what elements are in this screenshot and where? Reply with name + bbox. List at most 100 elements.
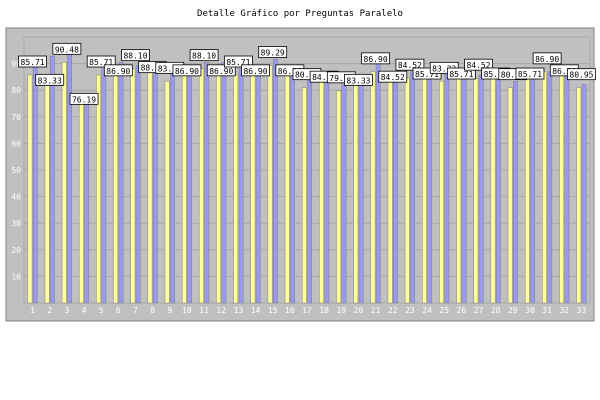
data-label-box — [86, 55, 116, 68]
bar-series-2-14 — [255, 71, 261, 304]
data-label-box — [464, 58, 493, 71]
data-label-box — [18, 55, 47, 68]
x-tick-label: 1 — [30, 306, 35, 315]
data-label-text: 79.76 — [329, 74, 353, 83]
data-label-text: 76.19 — [72, 95, 96, 104]
data-label: 84.52 — [378, 70, 408, 83]
bar-series-1-12 — [216, 71, 221, 304]
bar-series-1-23 — [404, 77, 410, 304]
bar-series-2-9 — [170, 71, 175, 304]
data-label-text: 88.10 — [123, 52, 147, 61]
x-tick-label: 13 — [234, 306, 244, 315]
data-label-text: 86.90 — [106, 67, 130, 76]
data-label-box — [446, 67, 476, 80]
x-tick-label: 33 — [577, 306, 587, 315]
bar-series-1-31 — [542, 71, 547, 304]
y-tick-label: 20 — [11, 246, 21, 255]
data-label-text: 90.48 — [55, 45, 79, 54]
x-tick-label: 2 — [47, 306, 52, 315]
data-label: 86.90 — [103, 64, 133, 77]
data-label-box — [532, 52, 562, 65]
bar-series-1-9 — [164, 81, 170, 304]
x-tick-label: 31 — [542, 306, 552, 315]
bar-series-1-1 — [27, 74, 33, 304]
y-tick-label: 50 — [11, 166, 21, 175]
data-label-text: 85.71 — [89, 58, 113, 67]
bar-series-2-22 — [393, 71, 398, 304]
bar-series-2-10 — [187, 65, 192, 304]
bar-series-2-33 — [581, 84, 587, 304]
data-label-box — [35, 73, 65, 86]
x-tick-label: 25 — [439, 306, 449, 315]
y-tick-label: 30 — [11, 219, 21, 228]
data-label-text: 86.90 — [209, 67, 233, 76]
data-label-box — [69, 92, 99, 105]
y-tick-label: 40 — [11, 193, 21, 202]
bar-series-1-3 — [61, 62, 67, 304]
data-label-text: 85.71 — [484, 70, 508, 79]
data-label-text: 84.52 — [466, 61, 490, 70]
data-label-box — [103, 64, 133, 77]
bar-series-2-21 — [375, 62, 381, 304]
data-label-text: 85.71 — [415, 70, 439, 79]
data-label-text: 85.71 — [449, 70, 473, 79]
data-label-text: 84.52 — [398, 61, 422, 70]
data-label-text: 86.90 — [175, 67, 199, 76]
data-label-text: 85.71 — [518, 70, 542, 79]
bar-series-2-18 — [324, 71, 330, 304]
x-tick-label: 22 — [388, 306, 398, 315]
bar-series-1-20 — [353, 81, 359, 304]
bar-series-1-5 — [96, 74, 101, 304]
data-label-box — [189, 49, 219, 62]
data-label-box — [223, 55, 253, 68]
data-label: 85.71 — [86, 55, 116, 68]
x-tick-label: 5 — [99, 306, 104, 315]
bar-series-1-22 — [387, 77, 393, 304]
bar-series-1-30 — [524, 74, 530, 304]
data-label-box — [361, 52, 391, 65]
data-label: 89.29 — [258, 46, 288, 58]
data-label: 83.33 — [35, 73, 65, 86]
data-label-text: 83.33 — [158, 64, 182, 73]
bar-series-1-8 — [147, 68, 153, 304]
bar-series-2-31 — [547, 71, 553, 304]
bar-series-2-13 — [238, 68, 244, 304]
bar-series-2-6 — [118, 62, 124, 304]
x-tick-label: 17 — [302, 306, 312, 315]
data-label: 85.71 — [515, 67, 545, 80]
data-label-text: 83.33 — [432, 64, 456, 73]
data-label-text: 83.33 — [38, 76, 62, 85]
data-label-text: 84.52 — [312, 73, 336, 82]
data-label: 85.71 — [18, 55, 47, 68]
x-tick-label: 32 — [559, 306, 569, 315]
x-tick-label: 15 — [268, 306, 278, 315]
data-label: 84.52 — [395, 58, 425, 71]
data-label: 83.33 — [344, 73, 373, 86]
data-label: 86.90 — [361, 52, 391, 65]
data-label: 85.71 — [223, 55, 253, 68]
x-tick-label: 3 — [64, 306, 69, 315]
bar-series-1-25 — [439, 81, 444, 304]
data-label-text: 88.10 — [141, 64, 165, 73]
data-label-box — [121, 49, 150, 62]
data-label-text: 83.33 — [346, 76, 370, 85]
bar-series-2-25 — [444, 71, 450, 304]
data-label-text: 80.95 — [295, 71, 319, 80]
bar-series-1-27 — [473, 77, 479, 304]
bar-series-2-30 — [530, 68, 536, 304]
data-label-box — [344, 73, 373, 86]
data-label-text: 84.52 — [381, 73, 405, 82]
x-tick-label: 14 — [251, 306, 261, 315]
bar-series-2-1 — [32, 55, 38, 304]
bar-series-1-2 — [44, 81, 50, 304]
bar-series-1-26 — [456, 74, 462, 304]
bar-series-2-24 — [427, 71, 433, 304]
bar-series-2-27 — [478, 74, 484, 304]
data-label-text: 85.71 — [226, 58, 250, 67]
x-tick-label: 30 — [525, 306, 535, 315]
data-label-box — [52, 42, 82, 55]
bar-series-1-10 — [181, 71, 187, 304]
x-tick-label: 9 — [167, 306, 172, 315]
bar-series-2-23 — [410, 71, 415, 304]
